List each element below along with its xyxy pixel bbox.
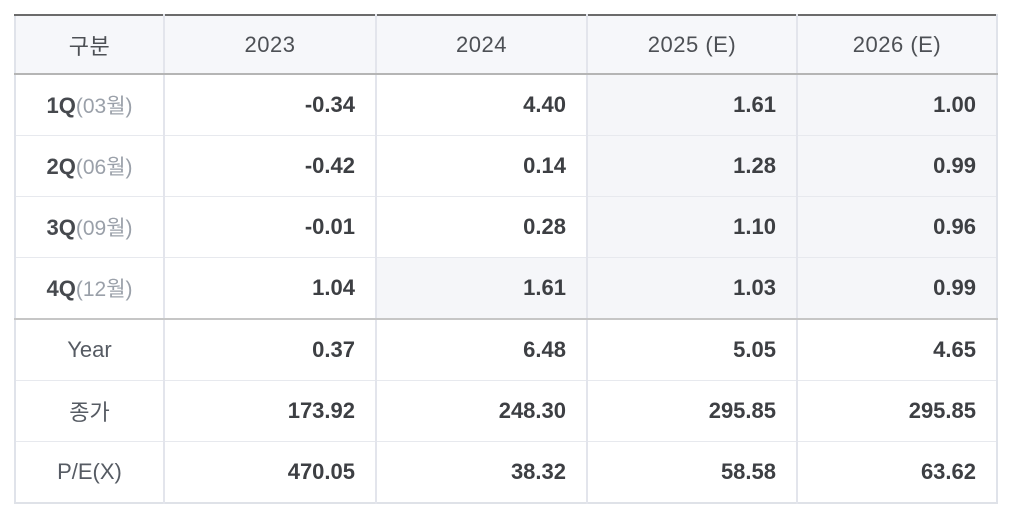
- table-row-3q: 3Q(09월) -0.01 0.28 1.10 0.96: [15, 196, 997, 258]
- row-label: 3Q: [46, 215, 76, 240]
- cell-value: 63.62: [797, 441, 997, 503]
- table-row-year: Year 0.37 6.48 5.05 4.65: [15, 319, 997, 381]
- row-sublabel: (03월): [75, 95, 133, 118]
- financial-estimates-table: 구분 2023 2024 2025 (E) 2026 (E) 1Q(03월) -…: [14, 14, 998, 504]
- cell-value: 58.58: [587, 441, 798, 503]
- cell-value: 4.40: [376, 74, 588, 136]
- cell-value: 5.05: [587, 319, 798, 381]
- cell-value-estimate: 1.10: [587, 196, 798, 258]
- cell-value: -0.42: [164, 135, 377, 197]
- row-label: 4Q: [46, 276, 76, 301]
- row-sublabel: (12월): [75, 278, 133, 301]
- cell-value: -0.34: [164, 74, 377, 136]
- row-label: 2Q: [46, 154, 76, 179]
- cell-value: 6.48: [376, 319, 588, 381]
- cell-value-estimate: 1.03: [587, 257, 798, 320]
- column-header-2026e: 2026 (E): [797, 15, 997, 75]
- cell-value: 470.05: [164, 441, 377, 503]
- cell-value: 38.32: [376, 441, 588, 503]
- row-label-4q: 4Q(12월): [15, 257, 165, 320]
- row-sublabel: (09월): [75, 217, 133, 240]
- row-label: P/E(X): [57, 459, 122, 484]
- row-label-close-price: 종가: [15, 380, 165, 442]
- row-label: 종가: [69, 400, 110, 425]
- cell-value: 173.92: [164, 380, 377, 442]
- cell-value-estimate: 1.28: [587, 135, 798, 197]
- cell-value: 4.65: [797, 319, 997, 381]
- row-label-pe: P/E(X): [15, 441, 165, 503]
- row-label: 1Q: [46, 93, 76, 118]
- row-label-3q: 3Q(09월): [15, 196, 165, 258]
- table-row-pe: P/E(X) 470.05 38.32 58.58 63.62: [15, 441, 997, 503]
- cell-value: -0.01: [164, 196, 377, 258]
- row-label-2q: 2Q(06월): [15, 135, 165, 197]
- column-header-2023: 2023: [164, 15, 377, 75]
- cell-value-estimate: 1.61: [376, 257, 588, 320]
- table-row-close-price: 종가 173.92 248.30 295.85 295.85: [15, 380, 997, 442]
- row-label: Year: [67, 337, 112, 362]
- column-header-2025e: 2025 (E): [587, 15, 798, 75]
- column-header-gubun: 구분: [15, 15, 165, 75]
- column-header-2024: 2024: [376, 15, 588, 75]
- header-row: 구분 2023 2024 2025 (E) 2026 (E): [15, 15, 997, 75]
- table-row-1q: 1Q(03월) -0.34 4.40 1.61 1.00: [15, 74, 997, 136]
- table-row-4q: 4Q(12월) 1.04 1.61 1.03 0.99: [15, 257, 997, 320]
- cell-value-estimate: 0.99: [797, 135, 997, 197]
- row-label-year: Year: [15, 319, 165, 381]
- cell-value: 0.37: [164, 319, 377, 381]
- cell-value-estimate: 0.96: [797, 196, 997, 258]
- cell-value: 295.85: [797, 380, 997, 442]
- cell-value: 248.30: [376, 380, 588, 442]
- cell-value: 0.28: [376, 196, 588, 258]
- cell-value-estimate: 1.61: [587, 74, 798, 136]
- cell-value: 0.14: [376, 135, 588, 197]
- cell-value-estimate: 1.00: [797, 74, 997, 136]
- cell-value: 1.04: [164, 257, 377, 320]
- cell-value: 295.85: [587, 380, 798, 442]
- row-sublabel: (06월): [75, 156, 133, 179]
- cell-value-estimate: 0.99: [797, 257, 997, 320]
- table-row-2q: 2Q(06월) -0.42 0.14 1.28 0.99: [15, 135, 997, 197]
- row-label-1q: 1Q(03월): [15, 74, 165, 136]
